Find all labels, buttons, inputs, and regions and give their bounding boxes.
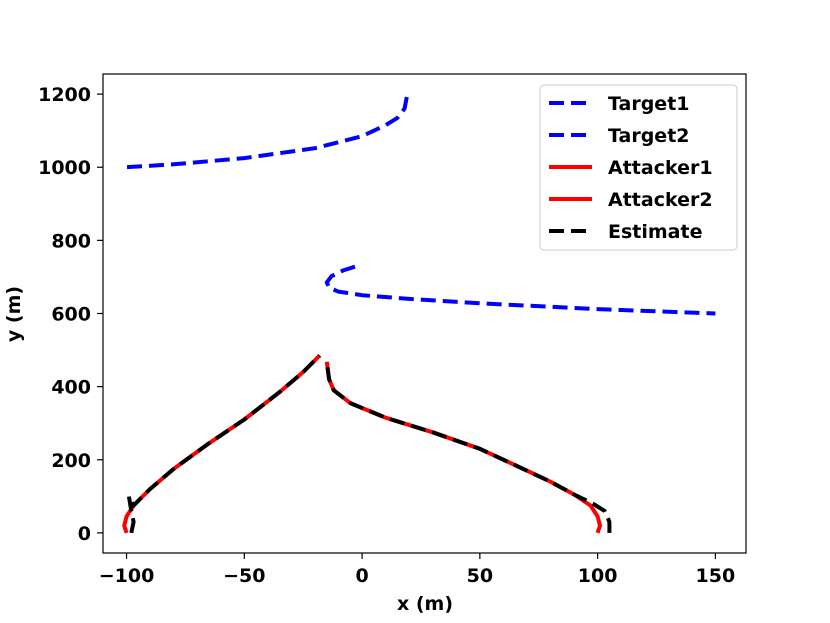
legend-label: Attacker1 bbox=[608, 157, 713, 179]
y-tick-label: 800 bbox=[51, 230, 91, 252]
series-estimate-line bbox=[324, 361, 612, 533]
y-tick-label: 1200 bbox=[38, 84, 91, 106]
legend-label: Attacker2 bbox=[608, 189, 713, 211]
axis-ticks: −100 −50 0 50 100 150 0 200 400 600 800 1000 1200 bbox=[38, 84, 735, 587]
series-estimate-line bbox=[126, 354, 322, 534]
legend: Target1 Target2 Attacker1 Attacker2 Estimate bbox=[539, 84, 738, 251]
y-axis-title: y (m) bbox=[3, 286, 25, 342]
y-tick-label: 200 bbox=[51, 450, 91, 472]
series-layer bbox=[122, 96, 716, 534]
legend-label: Target1 bbox=[608, 93, 690, 115]
series-target1-line bbox=[126, 96, 409, 170]
legend-items: Target1 Target2 Attacker1 Attacker2 Estimate bbox=[549, 93, 713, 243]
x-tick-label: 0 bbox=[355, 565, 368, 587]
series-attacker2-line bbox=[324, 361, 602, 534]
x-tick-label: 150 bbox=[696, 565, 736, 587]
y-tick-label: 600 bbox=[51, 304, 91, 326]
series-target2-line bbox=[324, 264, 716, 316]
y-tick-label: 0 bbox=[78, 523, 91, 545]
y-tick-label: 400 bbox=[51, 377, 91, 399]
legend-label: Target2 bbox=[608, 125, 690, 147]
x-tick-label: 50 bbox=[467, 565, 493, 587]
x-tick-label: −100 bbox=[99, 565, 155, 587]
x-tick-label: −50 bbox=[223, 565, 265, 587]
legend-label: Estimate bbox=[608, 221, 702, 243]
legend-box bbox=[539, 84, 738, 251]
x-axis-title: x (m) bbox=[397, 593, 453, 615]
x-tick-label: 100 bbox=[578, 565, 618, 587]
y-tick-label: 1000 bbox=[38, 157, 91, 179]
